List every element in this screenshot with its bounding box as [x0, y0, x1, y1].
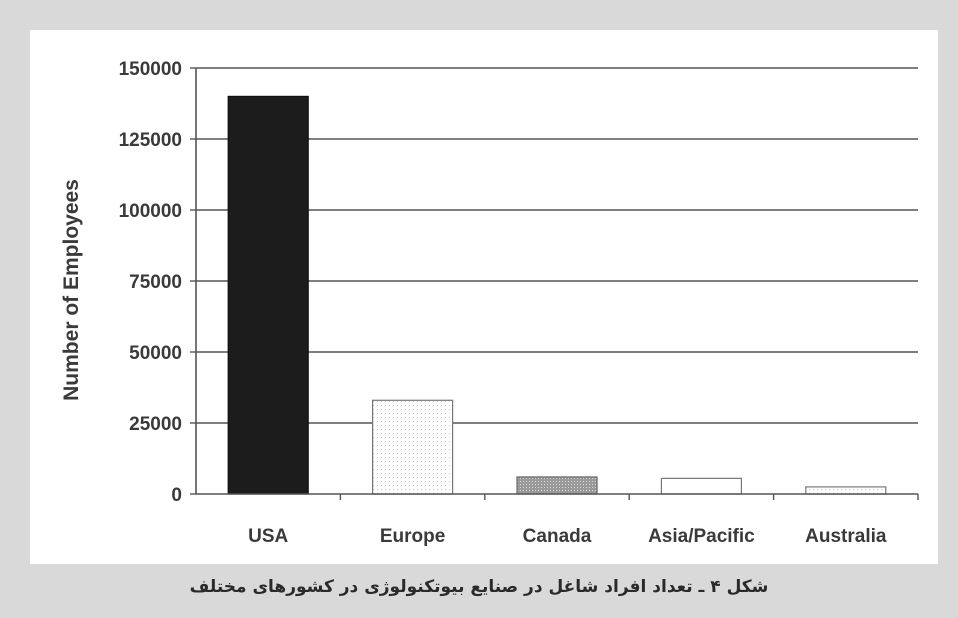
y-tick-label: 100000 — [119, 201, 182, 222]
bar-australia — [805, 486, 887, 495]
x-tick-labels: USA Europe Canada Asia/Pacific Australia — [248, 526, 887, 547]
y-tick-label: 0 — [171, 485, 182, 506]
y-tick-label: 25000 — [129, 414, 182, 435]
x-tick-label: Australia — [805, 526, 887, 547]
bar-europe — [372, 399, 454, 495]
x-tick-label: Canada — [523, 526, 592, 547]
y-axis-title: Number of Employees — [60, 179, 83, 401]
y-tick-label: 75000 — [129, 272, 182, 293]
figure-caption: شکل ۴ ـ تعداد افراد شاغل در صنایع بیوتکن… — [189, 577, 769, 597]
x-tick-label: USA — [248, 526, 288, 547]
y-tick-label: 50000 — [129, 343, 182, 364]
axes — [190, 67, 919, 500]
y-tick-label: 125000 — [119, 130, 182, 151]
gridlines — [196, 67, 918, 424]
bar-canada — [516, 476, 598, 495]
x-tick-label: Asia/Pacific — [648, 526, 755, 547]
y-tick-labels: 0 25000 50000 75000 100000 125000 150000 — [119, 59, 182, 506]
y-tick-label: 150000 — [119, 59, 182, 80]
bar-usa — [227, 95, 309, 495]
bars — [227, 95, 887, 495]
x-tick-label: Europe — [380, 526, 445, 547]
bar-asia-pacific — [660, 477, 743, 495]
chart-panel — [30, 30, 938, 564]
